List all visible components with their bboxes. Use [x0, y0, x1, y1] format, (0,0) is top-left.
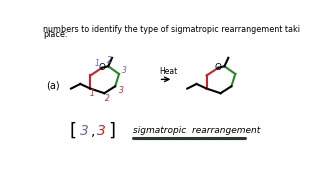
Text: 3: 3 — [122, 66, 127, 75]
Text: place:: place: — [43, 30, 68, 39]
Text: 1: 1 — [90, 89, 94, 98]
Text: (a): (a) — [46, 80, 60, 91]
Text: sigmatropic  rearrangement: sigmatropic rearrangement — [133, 126, 260, 135]
Text: 1: 1 — [95, 59, 100, 68]
Text: numbers to identify the type of sigmatropic rearrangement taki: numbers to identify the type of sigmatro… — [43, 25, 300, 34]
Text: O: O — [215, 62, 222, 71]
Text: 2: 2 — [107, 56, 112, 65]
Text: Heat: Heat — [159, 67, 178, 76]
Text: [: [ — [69, 122, 76, 140]
Text: 3: 3 — [119, 86, 124, 95]
Text: ,: , — [91, 124, 95, 138]
Text: 2: 2 — [105, 94, 110, 103]
Text: ]: ] — [108, 122, 116, 140]
Text: 3: 3 — [80, 124, 89, 138]
Text: 3: 3 — [97, 124, 106, 138]
Text: O: O — [99, 62, 106, 71]
